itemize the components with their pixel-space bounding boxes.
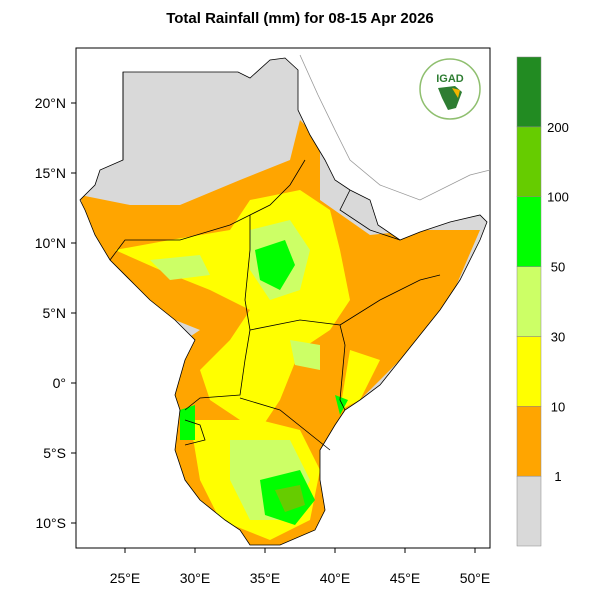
x-tick-label: 50°E xyxy=(460,570,491,586)
rain-class-30-50 xyxy=(150,220,320,520)
y-tick-label: 5°S xyxy=(43,445,66,461)
colorbar-swatch xyxy=(516,336,542,407)
map-title: Total Rainfall (mm) for 08-15 Apr 2026 xyxy=(166,10,434,27)
colorbar-swatch xyxy=(516,126,542,197)
y-tick-label: 10°N xyxy=(35,235,66,251)
y-axis: 20°N 15°N 10°N 5°N 0° 5°S 10°S xyxy=(35,95,76,531)
country-borders xyxy=(109,72,441,451)
colorbar-label: 50 xyxy=(551,260,565,275)
x-tick-label: 25°E xyxy=(110,570,141,586)
coastline-outside xyxy=(299,54,491,201)
y-tick-label: 15°N xyxy=(35,165,66,181)
colorbar-label: 1 xyxy=(554,469,561,484)
colorbar-swatch xyxy=(516,406,542,477)
y-tick-label: 0° xyxy=(53,375,66,391)
x-tick-label: 45°E xyxy=(390,570,421,586)
y-tick-label: 5°N xyxy=(43,305,67,321)
x-axis: 25°E 30°E 35°E 40°E 45°E 50°E xyxy=(110,548,491,586)
colorbar-swatch xyxy=(516,266,542,337)
colorbar-label: 10 xyxy=(551,399,565,414)
region-outline xyxy=(79,57,488,546)
colorbar-label: 30 xyxy=(551,329,565,344)
colorbar-label: 200 xyxy=(547,120,569,135)
logo-text: IGAD xyxy=(436,73,464,85)
y-tick-label: 10°S xyxy=(35,515,66,531)
x-tick-label: 30°E xyxy=(180,570,211,586)
igad-logo: IGAD xyxy=(419,58,481,120)
colorbar-swatch xyxy=(516,56,542,128)
colorbar: 1 10 30 50 100 200 xyxy=(516,56,569,547)
rain-class-100-200 xyxy=(275,485,305,512)
colorbar-label: 100 xyxy=(547,190,569,205)
colorbar-swatch xyxy=(516,196,542,267)
colorbar-swatch xyxy=(516,475,542,547)
x-tick-label: 40°E xyxy=(320,570,351,586)
x-tick-label: 35°E xyxy=(250,570,281,586)
y-tick-label: 20°N xyxy=(35,95,66,111)
